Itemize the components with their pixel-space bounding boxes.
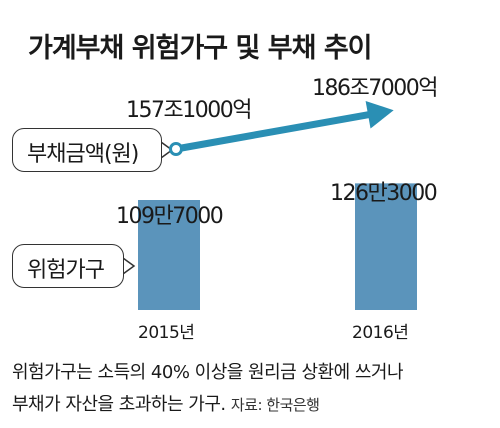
household-bar-2 [355,183,417,310]
household-bar-1 [138,200,200,310]
household-series-label: 위험가구 [12,244,124,288]
x-tick-2016: 2016년 [352,323,409,343]
household-label-pointer [122,257,136,275]
debt-label-2016: 186조7000억 [312,76,438,101]
household-label-2016: 126만3000 [330,181,438,206]
source-note: 자료: 한국은행 [230,396,320,414]
chart-title: 가계부채 위험가구 및 부채 추이 [28,33,373,64]
debt-series-label: 부채금액(원) [12,128,162,172]
debt-label-2015: 157조1000억 [126,98,252,123]
footnote-line-2: 부채가 자산을 초과하는 가구. 자료: 한국은행 [12,390,320,416]
debt-line [175,110,373,153]
household-label-2015: 109만7000 [116,204,224,229]
x-tick-2015: 2015년 [138,323,195,343]
debt-arrowhead [365,100,394,129]
household-series-label-text: 위험가구 [27,258,105,283]
debt-series-label-text: 부채금액(원) [27,142,139,167]
footnote-line-2-text: 부채가 자산을 초과하는 가구. [12,394,226,415]
footnote-line-1: 위험가구는 소득의 40% 이상을 원리금 상환에 쓰거나 [12,362,404,383]
debt-point-2015 [169,142,183,156]
